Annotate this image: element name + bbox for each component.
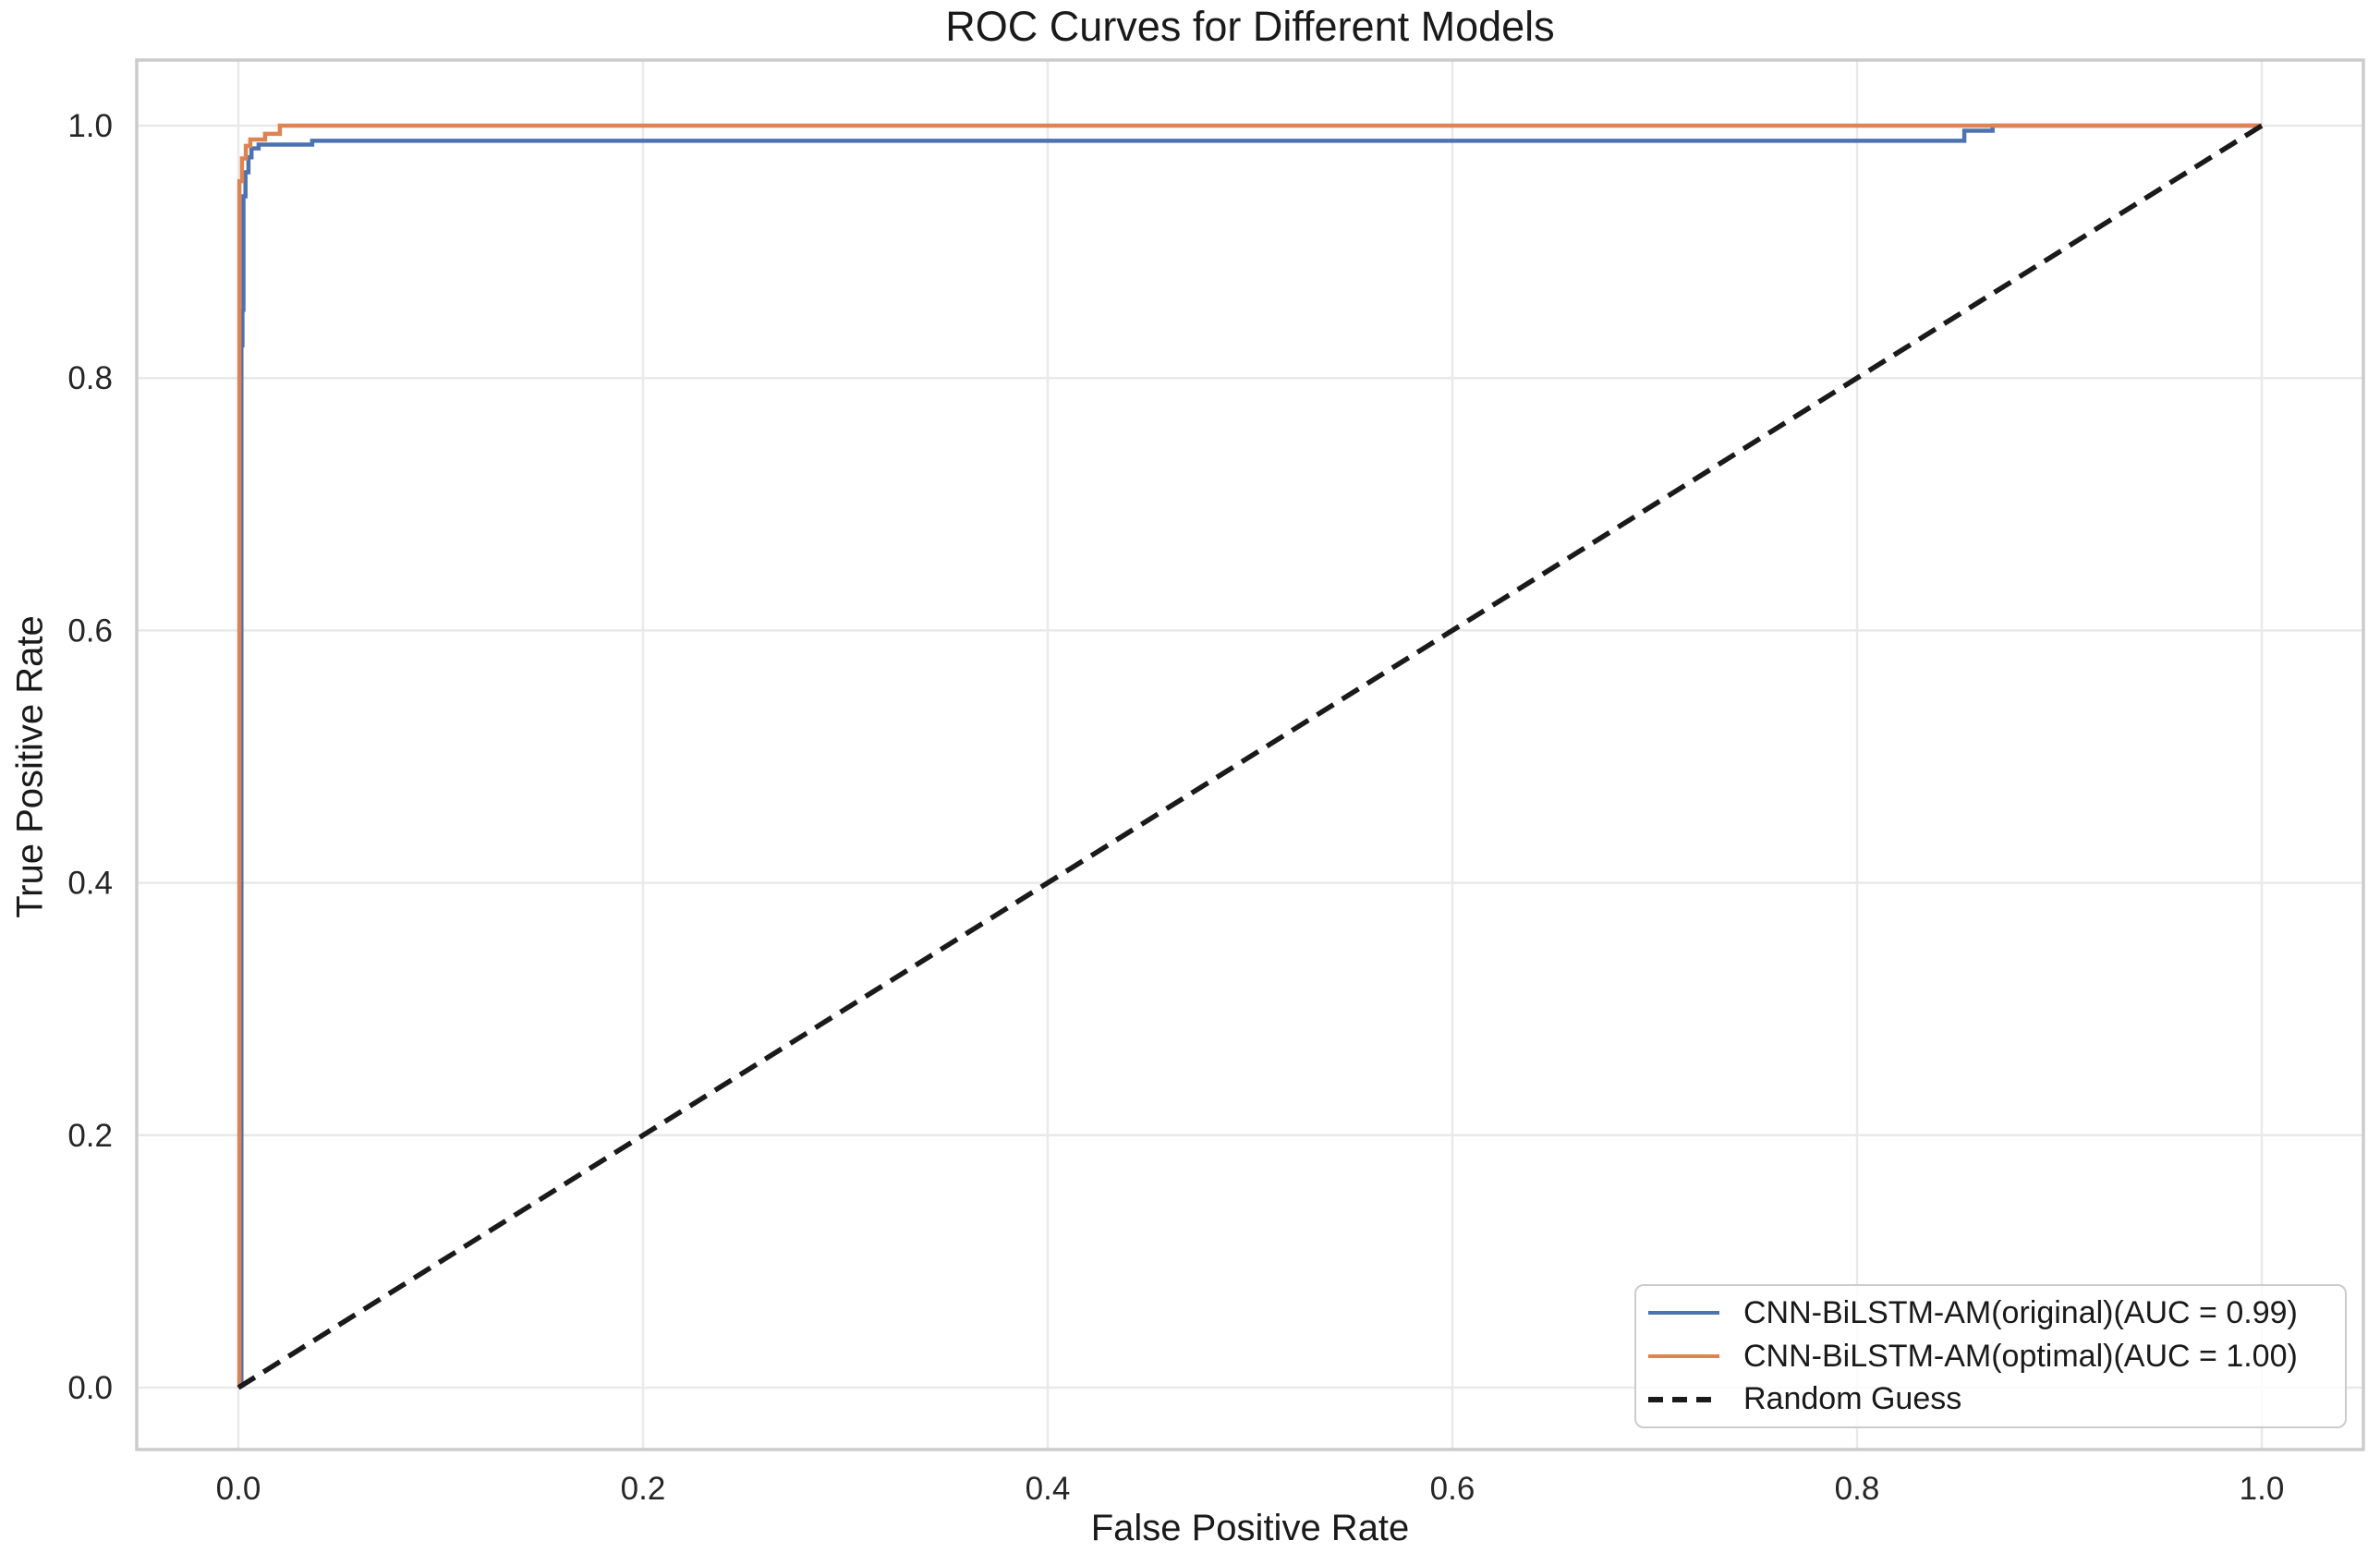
legend-item-label: CNN-BiLSTM-AM(original)(AUC = 0.99)	[1743, 1294, 2298, 1330]
series-line-cnn-bilstm-am-original	[239, 123, 2262, 1388]
x-tick-label: 0.8	[1835, 1471, 1880, 1507]
legend-line-icon	[1648, 1354, 1719, 1358]
legend-item: Random Guess	[1648, 1381, 2345, 1417]
x-tick-label: 0.4	[1026, 1471, 1071, 1507]
y-tick-label: 0.8	[67, 360, 113, 396]
y-tick-label: 1.0	[67, 108, 113, 144]
legend-item: CNN-BiLSTM-AM(optimal)(AUC = 1.00)	[1648, 1339, 2345, 1375]
y-tick-label: 0.6	[67, 613, 113, 649]
x-tick-label: 0.0	[216, 1471, 261, 1507]
legend-item: CNN-BiLSTM-AM(original)(AUC = 0.99)	[1648, 1295, 2345, 1331]
legend-item-label: Random Guess	[1743, 1381, 1962, 1417]
legend: CNN-BiLSTM-AM(original)(AUC = 0.99) CNN-B…	[1634, 1284, 2347, 1428]
series-line-random-guess	[237, 123, 2264, 1390]
series-line-cnn-bilstm-am-optimal	[237, 123, 2262, 1388]
y-tick-label: 0.2	[67, 1118, 113, 1154]
y-tick-label: 0.4	[67, 866, 113, 902]
legend-item-label: CNN-BiLSTM-AM(optimal)(AUC = 1.00)	[1743, 1338, 2298, 1374]
plot-border	[135, 58, 2365, 1451]
chart-title: ROC Curves for Different Models	[945, 3, 1555, 50]
x-axis-label: False Positive Rate	[1090, 1508, 1410, 1548]
x-tick-label: 0.6	[1430, 1471, 1475, 1507]
legend-line-icon	[1648, 1311, 1719, 1316]
x-tick-label: 0.2	[621, 1471, 666, 1507]
y-tick-label: 0.0	[67, 1370, 113, 1406]
legend-dashed-line-icon	[1648, 1396, 1719, 1402]
x-tick-label: 1.0	[2240, 1471, 2285, 1507]
